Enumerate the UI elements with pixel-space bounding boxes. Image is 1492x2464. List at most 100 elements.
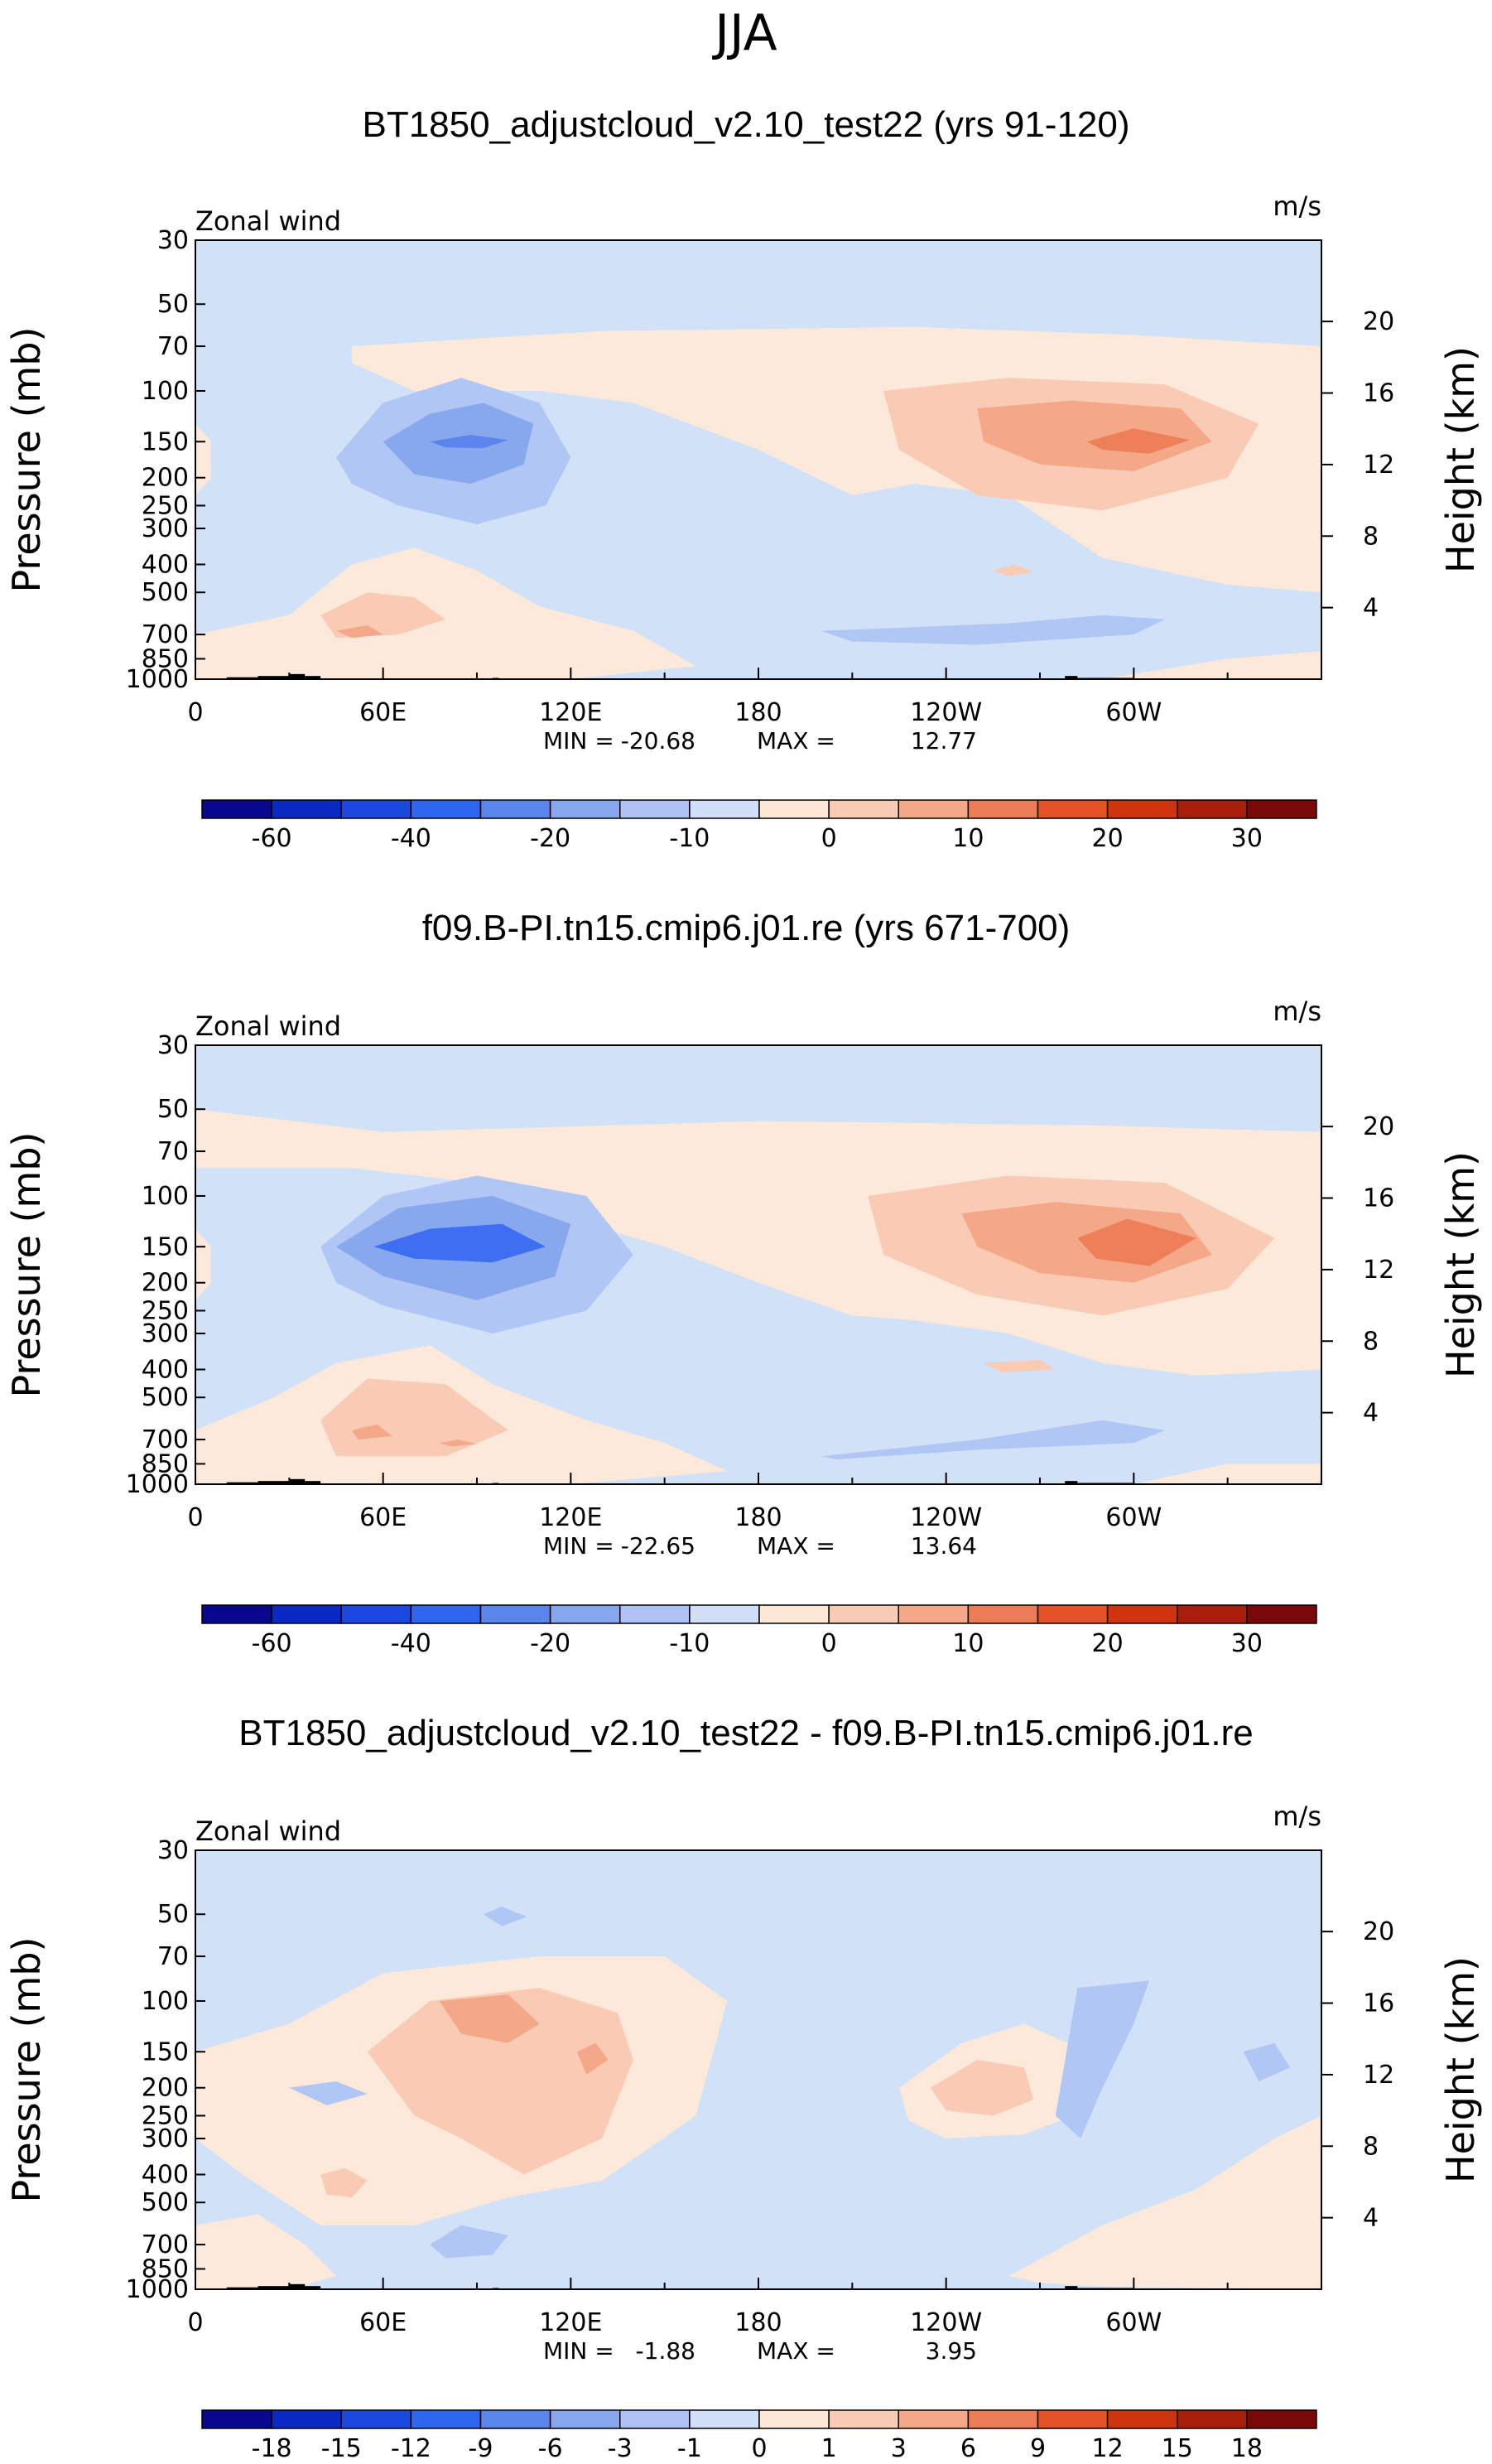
colorbar-label: -60	[252, 824, 292, 853]
orography-block	[257, 2286, 290, 2289]
height-tick-label: 4	[1363, 2204, 1379, 2233]
pressure-tick-label: 70	[157, 1942, 189, 1971]
colorbar-label: 0	[821, 824, 837, 853]
colorbar-label: -20	[530, 1629, 570, 1658]
min-label: MIN =	[543, 1532, 614, 1560]
contour-region-11	[1077, 1218, 1196, 1266]
colorbar-label: 1	[821, 2434, 837, 2463]
contour-region-10	[977, 400, 1212, 471]
lon-tick-label: 120E	[539, 1503, 602, 1532]
colorbar-label: 0	[821, 1629, 837, 1658]
colorbar-box	[340, 2409, 412, 2429]
colorbar-label: 20	[1092, 1629, 1124, 1658]
contour-region-14	[439, 1439, 477, 1447]
colorbar-box	[271, 2409, 342, 2429]
colorbar-label: -9	[469, 2434, 493, 2463]
colorbar-label: -1	[677, 2434, 702, 2463]
pressure-tick-label: 100	[142, 1987, 189, 2016]
panel-title: BT1850_adjustcloud_v2.10_test22 - f09.B-…	[238, 1713, 1253, 1753]
lon-tick-label: 0	[187, 2308, 203, 2337]
colorbar-label: -12	[391, 2434, 431, 2463]
height-tick-label: 12	[1363, 2061, 1394, 2090]
colorbar-box	[689, 799, 760, 819]
y2-axis-label: Height (km)	[1438, 346, 1483, 573]
pressure-tick-label: 50	[157, 1900, 189, 1929]
contour-region-5	[367, 1988, 633, 2175]
colorbar-label: 6	[960, 2434, 976, 2463]
pressure-tick-label: 30	[157, 226, 189, 255]
colorbar-box	[967, 2409, 1039, 2429]
colorbar-box	[410, 1604, 482, 1624]
lon-tick-label: 180	[734, 2308, 782, 2337]
colorbar-label: -15	[321, 2434, 362, 2463]
colorbar-label: 18	[1231, 2434, 1263, 2463]
colorbar-box	[1037, 2409, 1109, 2429]
y2-axis-label: Height (km)	[1438, 1956, 1483, 2183]
pressure-tick-label: 30	[157, 1031, 189, 1060]
orography-block	[289, 2283, 306, 2289]
orography-block	[257, 1481, 290, 1484]
colorbar-label: -20	[530, 824, 570, 853]
colorbar-box	[549, 2409, 621, 2429]
lon-tick-label: 60E	[359, 698, 407, 727]
orography-block	[1065, 676, 1078, 679]
colorbar-box	[1177, 2409, 1248, 2429]
colorbar-box	[619, 2409, 691, 2429]
colorbar-label: 30	[1231, 1629, 1263, 1658]
contour-region-13	[351, 1424, 392, 1440]
colorbar-label: 10	[952, 824, 984, 853]
contour-region-7	[430, 435, 508, 449]
min-value: -20.68	[621, 727, 695, 755]
colorbar-box	[479, 1604, 551, 1624]
y-axis-label: Pressure (mb)	[4, 327, 49, 593]
contour-region-7	[576, 2042, 609, 2075]
colorbar-box	[201, 2409, 272, 2429]
pressure-tick-label: 500	[142, 1383, 189, 1412]
pressure-tick-label: 700	[142, 1425, 189, 1454]
contour-region-8	[821, 615, 1166, 645]
pressure-tick-label: 200	[142, 464, 189, 493]
pressure-tick-label: 70	[157, 332, 189, 361]
colorbar-box	[1106, 1604, 1178, 1624]
colorbar: -60 -40 -20 -10 0 10 20 30	[201, 799, 1317, 853]
min-label: MIN =	[543, 2337, 614, 2365]
pressure-tick-label: 300	[142, 2124, 189, 2153]
colorbar-box	[967, 1604, 1039, 1624]
colorbar-box	[689, 2409, 760, 2429]
panel-title: f09.B-PI.tn15.cmip6.j01.re (yrs 671-700)	[422, 908, 1071, 948]
colorbar: -60 -40 -20 -10 0 10 20 30	[201, 1604, 1317, 1658]
season-title: JJA	[711, 4, 777, 62]
colorbar-label: -10	[669, 824, 710, 853]
contour-region-13	[336, 624, 383, 639]
contour-region-12	[1055, 1980, 1150, 2139]
colorbar-box	[1037, 799, 1109, 819]
colorbar-label: -60	[252, 1629, 292, 1658]
height-tick-label: 16	[1363, 1989, 1394, 2018]
max-value: 3.95	[926, 2337, 977, 2365]
height-tick-label: 8	[1363, 2132, 1379, 2161]
colorbar-box	[619, 799, 691, 819]
lon-tick-label: 120W	[910, 1503, 982, 1532]
y-axis-label: Pressure (mb)	[4, 1937, 49, 2203]
colorbar-box	[1106, 799, 1178, 819]
lon-tick-label: 60E	[359, 2308, 407, 2337]
colorbar-box	[340, 799, 412, 819]
colorbar-box	[828, 1604, 899, 1624]
contour-region-10	[289, 2081, 368, 2105]
orography-block	[257, 676, 290, 679]
height-tick-label: 4	[1363, 1399, 1379, 1428]
pressure-tick-label: 500	[142, 578, 189, 607]
colorbar-box	[340, 1604, 412, 1624]
max-value: 12.77	[911, 727, 977, 755]
colorbar-box	[758, 2409, 830, 2429]
max-label: MAX =	[757, 727, 835, 755]
colorbar: -18 -15 -12 -9 -6 -3 -1 0 1 3 6 9 12 15 18	[201, 2409, 1317, 2463]
pressure-tick-label: 150	[142, 1232, 189, 1261]
contour-region-12	[320, 592, 446, 639]
contour-region-8	[821, 1420, 1166, 1459]
pressure-tick-label: 850	[142, 644, 189, 673]
orography-block	[1065, 2286, 1078, 2289]
lon-tick-label: 120E	[539, 2308, 602, 2337]
contour-region-15	[984, 1359, 1056, 1373]
